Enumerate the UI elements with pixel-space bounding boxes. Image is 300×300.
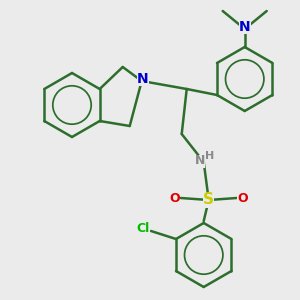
Text: S: S [203, 193, 214, 208]
Text: H: H [205, 151, 214, 161]
Text: O: O [169, 191, 180, 205]
Text: N: N [194, 154, 205, 167]
Text: Cl: Cl [136, 223, 150, 236]
Text: O: O [237, 191, 248, 205]
Text: N: N [239, 20, 250, 34]
Text: N: N [137, 72, 148, 86]
